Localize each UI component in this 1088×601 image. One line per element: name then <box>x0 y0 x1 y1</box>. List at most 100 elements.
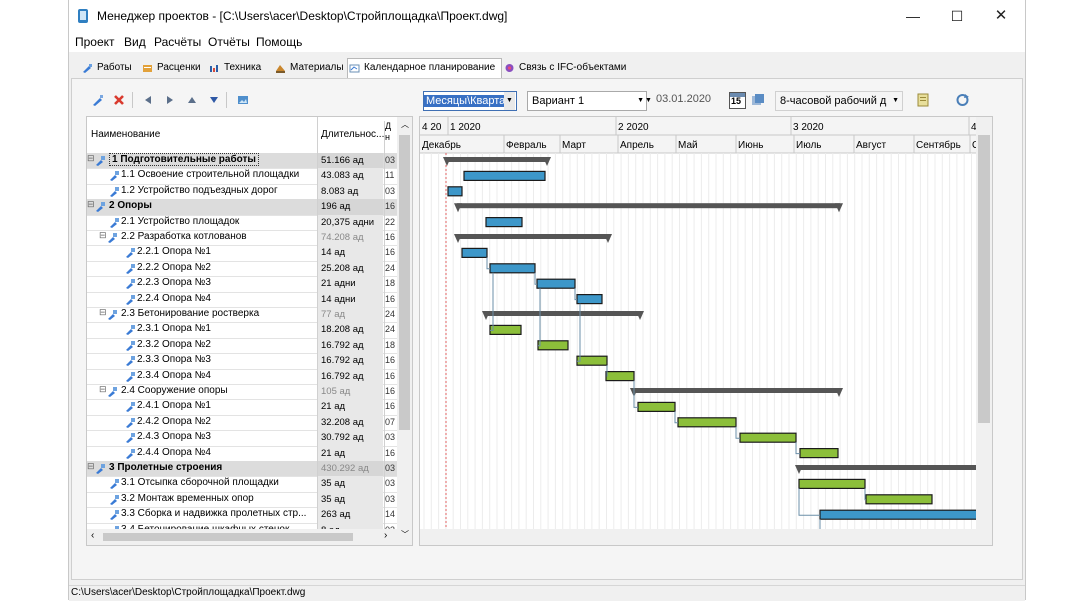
collapse-toggle[interactable]: ⊟ <box>99 384 107 394</box>
scroll-right-icon[interactable]: › <box>384 530 388 541</box>
task-duration[interactable]: 263 ад <box>317 507 383 523</box>
close-button[interactable]: ✕ <box>994 7 1008 24</box>
table-row[interactable]: 2.4.4 Опора №4 21 ад 16 <box>87 445 397 462</box>
scroll-thumb[interactable] <box>103 533 353 541</box>
task-bar[interactable] <box>447 186 463 197</box>
tab-ifc-link[interactable]: Связь с IFC-объектами <box>503 59 626 77</box>
task-bar[interactable] <box>489 324 522 335</box>
dependency-link[interactable] <box>864 488 866 501</box>
task-start-date[interactable]: 16 <box>384 230 398 246</box>
tab-rates[interactable]: Расценки <box>141 59 201 77</box>
table-row[interactable]: 2.2.4 Опора №4 14 адни 16 <box>87 291 398 308</box>
task-duration[interactable]: 16.792 ад <box>317 337 383 354</box>
table-row[interactable]: 2.2.1 Опора №1 14 ад 16 <box>87 245 397 262</box>
column-header-duration[interactable]: Длительнос... <box>317 117 384 153</box>
calendar-button[interactable]: 15 <box>729 92 746 109</box>
task-bar[interactable] <box>677 417 737 428</box>
tab-calendar-planning[interactable]: Календарное планирование <box>347 58 503 79</box>
table-row[interactable]: 2.1 Устройство площадок 20,375 адни 22 <box>87 214 397 231</box>
dependency-link[interactable] <box>577 303 581 362</box>
dependency-link[interactable] <box>534 272 537 285</box>
table-row[interactable]: ⊟ 2.3 Бетонирование ростверка 77 ад 24 <box>87 307 398 324</box>
table-row[interactable]: 3.2 Монтаж временных опор 35 ад 03 <box>87 491 398 509</box>
menu-view[interactable]: Вид <box>124 35 146 49</box>
task-bar[interactable] <box>865 494 933 505</box>
task-start-date[interactable]: 18 <box>384 337 398 354</box>
dependency-link[interactable] <box>674 411 678 424</box>
scroll-down-icon[interactable]: ﹀ <box>401 530 409 539</box>
tab-materials[interactable]: Материалы <box>274 59 344 77</box>
task-start-date[interactable]: 16 <box>384 291 398 307</box>
task-duration[interactable]: 35 ад <box>317 476 383 492</box>
edit-icon[interactable] <box>92 94 104 106</box>
task-bar[interactable] <box>819 509 992 520</box>
summary-bar-cap[interactable] <box>454 203 462 213</box>
task-start-date[interactable]: 16 <box>384 353 398 369</box>
task-duration[interactable]: 20,375 адни <box>317 214 383 230</box>
menu-project[interactable]: Проект <box>75 35 115 49</box>
tab-machinery[interactable]: Техника <box>208 59 261 77</box>
summary-bar-cap[interactable] <box>454 234 462 243</box>
task-duration[interactable]: 21 ад <box>317 399 383 415</box>
table-row[interactable]: 2.3.3 Опора №3 16.792 ад 16 <box>87 353 398 370</box>
table-row[interactable]: ⊟ 2 Опоры 196 ад 16 <box>87 199 397 216</box>
task-start-date[interactable]: 24 <box>384 307 398 323</box>
task-duration[interactable]: 16.792 ад <box>317 353 383 369</box>
task-bar[interactable] <box>739 432 797 443</box>
task-start-date[interactable]: 16 <box>384 368 398 384</box>
grid-vertical-scrollbar[interactable]: ︿ ﹀ <box>397 117 412 545</box>
dependency-link[interactable] <box>735 426 740 439</box>
task-start-date[interactable]: 24 <box>384 260 398 277</box>
task-duration[interactable]: 21 адни <box>317 276 383 292</box>
summary-bar-cap[interactable] <box>443 157 451 166</box>
task-start-date[interactable]: 11 <box>384 168 398 184</box>
task-bar[interactable] <box>461 247 488 258</box>
collapse-toggle[interactable]: ⊟ <box>87 153 95 163</box>
delete-icon[interactable] <box>113 94 125 106</box>
task-bar[interactable] <box>489 263 536 274</box>
dependency-link[interactable] <box>633 380 638 408</box>
task-duration[interactable]: 30.792 ад <box>317 430 383 446</box>
task-start-date[interactable]: 03 <box>384 430 398 446</box>
task-start-date[interactable]: 03 <box>384 476 398 492</box>
chevron-down-icon[interactable]: ▼ <box>637 97 644 104</box>
dependency-link[interactable] <box>486 257 490 270</box>
task-start-date[interactable]: 03 <box>384 491 398 508</box>
summary-bar[interactable] <box>457 234 609 239</box>
task-duration[interactable]: 18.208 ад <box>317 322 383 338</box>
task-bar[interactable] <box>799 448 839 459</box>
grid-horizontal-scrollbar[interactable]: ‹ › <box>87 529 397 545</box>
calendar-stack-icon[interactable] <box>751 93 765 107</box>
table-row[interactable]: 2.4.2 Опора №2 32.208 ад 07 <box>87 414 397 432</box>
chevron-down-icon[interactable]: ▼ <box>504 92 515 110</box>
arrow-right-icon[interactable] <box>164 94 176 106</box>
minimize-button[interactable]: — <box>906 8 920 24</box>
dependency-link[interactable] <box>538 288 541 347</box>
summary-bar-cap[interactable] <box>604 234 612 243</box>
task-bar[interactable] <box>576 294 603 305</box>
table-row[interactable]: 2.4.1 Опора №1 21 ад 16 <box>87 399 397 416</box>
summary-bar[interactable] <box>485 311 641 316</box>
summary-bar[interactable] <box>798 465 992 470</box>
table-row[interactable]: 3.1 Отсыпка сборочной площадки 35 ад 03 <box>87 476 398 493</box>
dependency-link[interactable] <box>798 488 820 516</box>
task-start-date[interactable]: 24 <box>384 322 398 338</box>
table-row[interactable]: 2.3.1 Опора №1 18.208 ад 24 <box>87 322 398 339</box>
scroll-up-icon[interactable]: ︿ <box>401 120 409 129</box>
chevron-down-icon[interactable]: ▼ <box>892 97 899 104</box>
task-bar[interactable] <box>798 478 866 489</box>
collapse-toggle[interactable]: ⊟ <box>99 307 107 317</box>
task-bar[interactable] <box>637 401 676 412</box>
workday-combo[interactable]: 8-часовой рабочий д ▼ <box>775 91 903 111</box>
task-duration[interactable]: 35 ад <box>317 491 383 508</box>
menu-help[interactable]: Помощь <box>256 35 303 49</box>
document-icon[interactable] <box>917 93 929 107</box>
table-row[interactable]: 1.1 Освоение строительной площадки 43.083… <box>87 168 398 185</box>
task-start-date[interactable]: 03 <box>384 153 398 169</box>
table-row[interactable]: ⊟ 1 Подготовительные работы 51.166 ад 03 <box>87 153 398 170</box>
task-start-date[interactable]: 03 <box>384 183 398 200</box>
table-row[interactable]: 2.2.2 Опора №2 25.208 ад 24 <box>87 260 398 278</box>
task-start-date[interactable]: 14 <box>384 507 398 523</box>
column-header-name[interactable]: Наименование <box>91 129 161 140</box>
dependency-link[interactable] <box>490 272 494 331</box>
